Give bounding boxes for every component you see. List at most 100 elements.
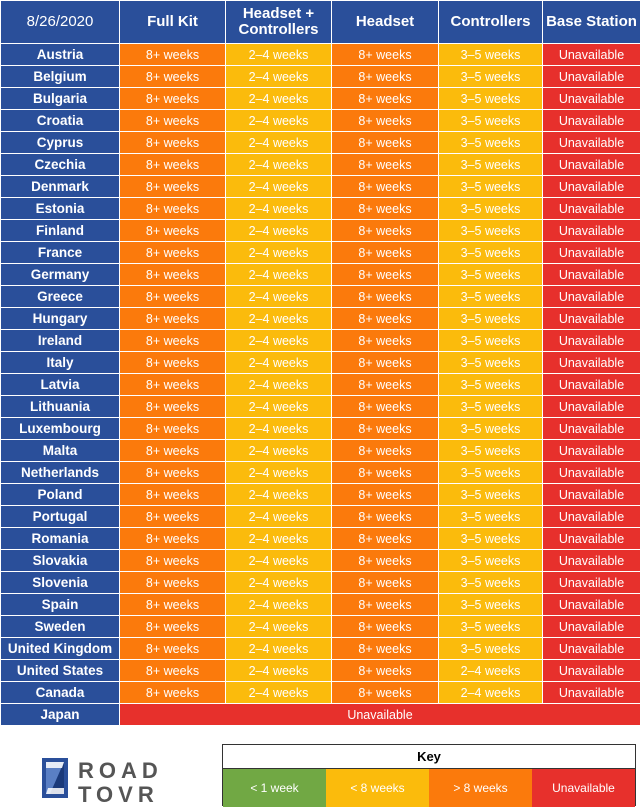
table-row: France 8+ weeks 2–4 weeks 8+ weeks 3–5 weeks… bbox=[0, 241, 640, 264]
table-row: Greece 8+ weeks 2–4 weeks 8+ weeks 3–5 weeks… bbox=[0, 285, 640, 308]
availability-cell: 2–4 weeks bbox=[225, 615, 332, 638]
availability-cell: 8+ weeks bbox=[119, 659, 226, 682]
availability-cell: 2–4 weeks bbox=[225, 637, 332, 660]
country-label: Germany bbox=[0, 263, 120, 286]
availability-cell: 3–5 weeks bbox=[438, 527, 543, 550]
availability-cell: 8+ weeks bbox=[119, 197, 226, 220]
table-row: Czechia 8+ weeks 2–4 weeks 8+ weeks 3–5 week… bbox=[0, 153, 640, 176]
availability-cell: 2–4 weeks bbox=[225, 659, 332, 682]
table-row: Germany 8+ weeks 2–4 weeks 8+ weeks 3–5 week… bbox=[0, 263, 640, 286]
country-label: Japan bbox=[0, 703, 120, 726]
availability-cell: 8+ weeks bbox=[119, 43, 226, 66]
key-item: < 1 week bbox=[223, 769, 326, 807]
availability-cell: Unavailable bbox=[542, 483, 640, 506]
table-row: United Kingdom 8+ weeks 2–4 weeks 8+ weeks 3… bbox=[0, 637, 640, 660]
availability-cell: Unavailable bbox=[542, 153, 640, 176]
availability-cell: 8+ weeks bbox=[119, 637, 226, 660]
table-row: Bulgaria 8+ weeks 2–4 weeks 8+ weeks 3–5 wee… bbox=[0, 87, 640, 110]
availability-cell: Unavailable bbox=[542, 461, 640, 484]
availability-cell: Unavailable bbox=[542, 527, 640, 550]
availability-cell: 2–4 weeks bbox=[225, 131, 332, 154]
availability-cell: 8+ weeks bbox=[331, 285, 439, 308]
availability-cell: 3–5 weeks bbox=[438, 571, 543, 594]
availability-cell: 8+ weeks bbox=[331, 439, 439, 462]
availability-cell: Unavailable bbox=[542, 505, 640, 528]
availability-cell: Unavailable bbox=[542, 351, 640, 374]
availability-cell: 8+ weeks bbox=[331, 637, 439, 660]
country-label: United States bbox=[0, 659, 120, 682]
availability-cell: 2–4 weeks bbox=[225, 197, 332, 220]
country-label: Portugal bbox=[0, 505, 120, 528]
availability-cell: 8+ weeks bbox=[119, 571, 226, 594]
availability-cell: 2–4 weeks bbox=[225, 87, 332, 110]
availability-cell: 8+ weeks bbox=[119, 131, 226, 154]
availability-cell: 8+ weeks bbox=[119, 219, 226, 242]
country-label: Canada bbox=[0, 681, 120, 704]
availability-cell: Unavailable bbox=[542, 197, 640, 220]
availability-cell: 3–5 weeks bbox=[438, 483, 543, 506]
availability-cell: 2–4 weeks bbox=[225, 505, 332, 528]
availability-cell: 2–4 weeks bbox=[225, 285, 332, 308]
availability-cell: 2–4 weeks bbox=[438, 659, 543, 682]
country-label: Slovenia bbox=[0, 571, 120, 594]
key-row: < 1 week < 8 weeks > 8 weeks Unavailable bbox=[223, 769, 635, 807]
availability-cell: 3–5 weeks bbox=[438, 549, 543, 572]
country-label: Spain bbox=[0, 593, 120, 616]
availability-cell: 8+ weeks bbox=[119, 153, 226, 176]
availability-cell: 8+ weeks bbox=[119, 109, 226, 132]
availability-cell: 8+ weeks bbox=[119, 285, 226, 308]
country-label: Netherlands bbox=[0, 461, 120, 484]
table-row: Japan Unavailable bbox=[0, 703, 640, 726]
availability-cell: 3–5 weeks bbox=[438, 373, 543, 396]
availability-cell: 8+ weeks bbox=[331, 505, 439, 528]
availability-cell: 2–4 weeks bbox=[225, 153, 332, 176]
availability-cell: 2–4 weeks bbox=[225, 417, 332, 440]
country-label: Lithuania bbox=[0, 395, 120, 418]
table-row: Belgium 8+ weeks 2–4 weeks 8+ weeks 3–5 week… bbox=[0, 65, 640, 88]
country-label: Luxembourg bbox=[0, 417, 120, 440]
availability-cell: 2–4 weeks bbox=[225, 439, 332, 462]
availability-cell: Unavailable bbox=[542, 571, 640, 594]
availability-cell: 8+ weeks bbox=[331, 197, 439, 220]
country-label: Italy bbox=[0, 351, 120, 374]
key-title: Key bbox=[223, 745, 635, 769]
availability-cell: 8+ weeks bbox=[331, 593, 439, 616]
availability-cell: Unavailable bbox=[542, 131, 640, 154]
availability-cell: 2–4 weeks bbox=[225, 681, 332, 704]
availability-cell: 8+ weeks bbox=[331, 571, 439, 594]
availability-cell: 3–5 weeks bbox=[438, 43, 543, 66]
availability-cell: 8+ weeks bbox=[331, 109, 439, 132]
availability-cell: 3–5 weeks bbox=[438, 329, 543, 352]
availability-cell: 8+ weeks bbox=[331, 351, 439, 374]
availability-cell: 8+ weeks bbox=[119, 593, 226, 616]
availability-cell: Unavailable bbox=[542, 395, 640, 418]
availability-cell: Unavailable bbox=[542, 615, 640, 638]
availability-cell: 8+ weeks bbox=[331, 329, 439, 352]
availability-cell: 2–4 weeks bbox=[225, 549, 332, 572]
availability-cell: 3–5 weeks bbox=[438, 131, 543, 154]
country-label: Hungary bbox=[0, 307, 120, 330]
availability-cell: 8+ weeks bbox=[119, 351, 226, 374]
availability-cell: Unavailable bbox=[542, 285, 640, 308]
availability-cell: 3–5 weeks bbox=[438, 461, 543, 484]
availability-cell: 8+ weeks bbox=[331, 527, 439, 550]
availability-cell: 3–5 weeks bbox=[438, 351, 543, 374]
availability-cell: 8+ weeks bbox=[331, 241, 439, 264]
country-label: United Kingdom bbox=[0, 637, 120, 660]
availability-cell: 8+ weeks bbox=[331, 483, 439, 506]
availability-cell: 8+ weeks bbox=[331, 65, 439, 88]
availability-cell: 3–5 weeks bbox=[438, 593, 543, 616]
availability-cell: 2–4 weeks bbox=[225, 461, 332, 484]
availability-cell: Unavailable bbox=[542, 417, 640, 440]
column-header-headset: Headset bbox=[331, 0, 439, 44]
availability-cell: Unavailable bbox=[542, 373, 640, 396]
availability-cell: Unavailable bbox=[542, 87, 640, 110]
availability-cell: 8+ weeks bbox=[119, 681, 226, 704]
country-label: Greece bbox=[0, 285, 120, 308]
availability-cell: 3–5 weeks bbox=[438, 175, 543, 198]
availability-cell: Unavailable bbox=[542, 219, 640, 242]
availability-cell: 2–4 weeks bbox=[225, 395, 332, 418]
availability-cell: 8+ weeks bbox=[119, 417, 226, 440]
availability-cell: 8+ weeks bbox=[331, 395, 439, 418]
availability-cell: 3–5 weeks bbox=[438, 241, 543, 264]
